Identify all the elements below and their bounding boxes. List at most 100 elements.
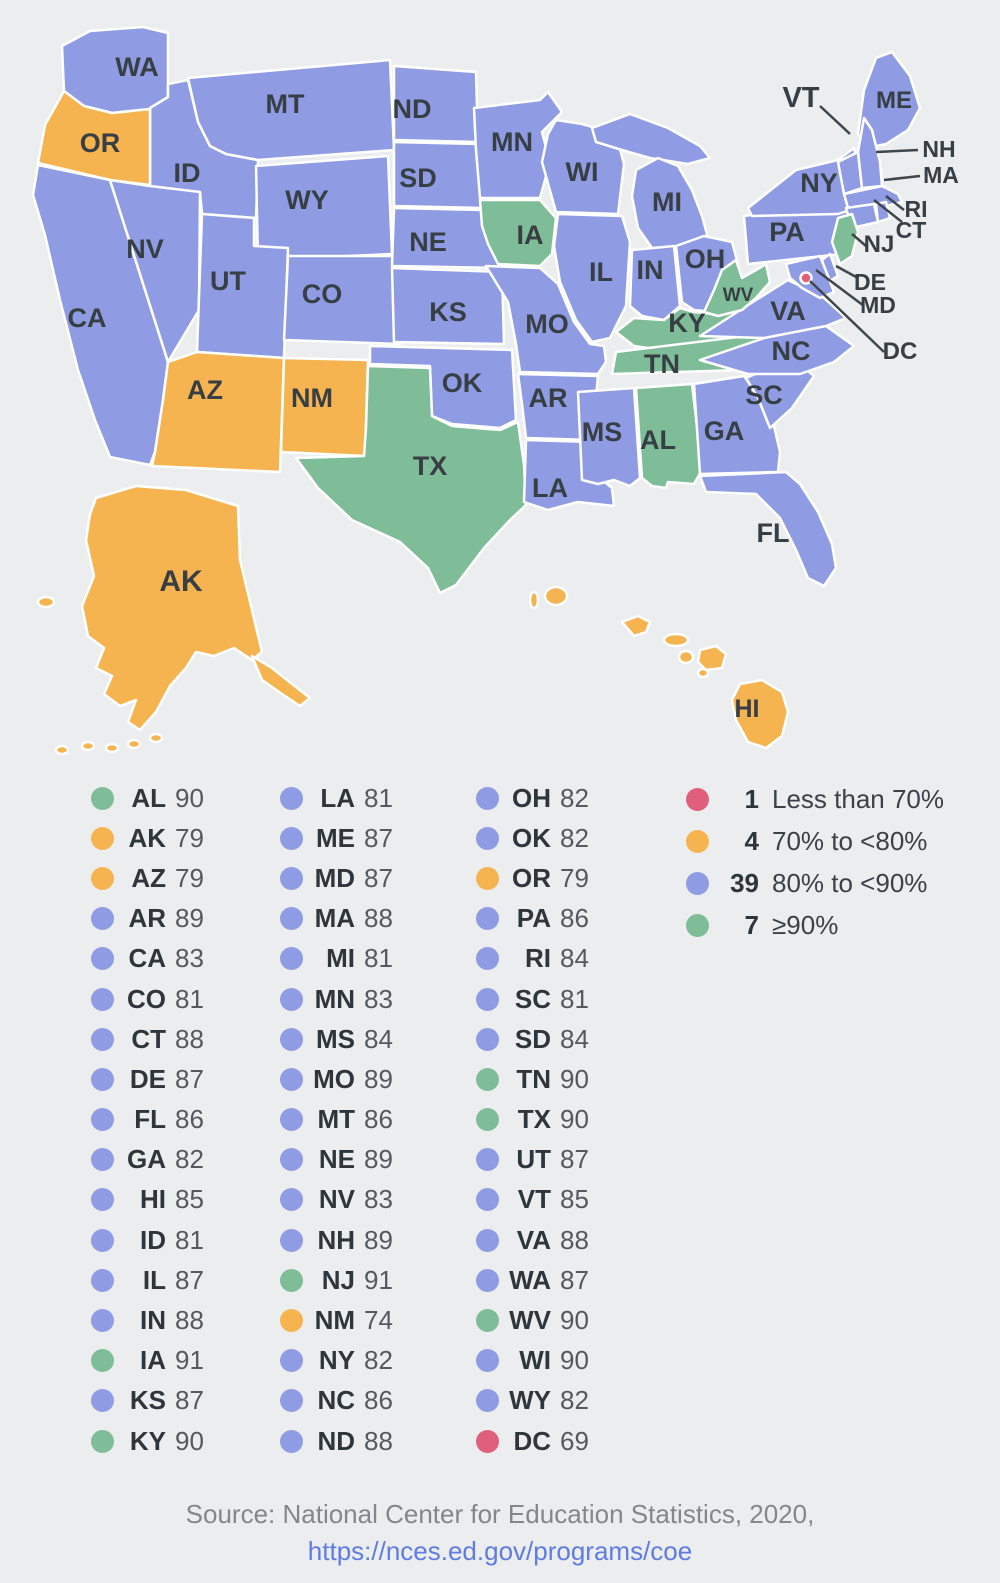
list-item-ga: GA 82 xyxy=(91,1140,204,1180)
source-link[interactable]: https://nces.ed.gov/programs/coe xyxy=(307,1536,693,1566)
state-label-wa: WA xyxy=(115,52,159,82)
category-dot xyxy=(476,1429,499,1453)
state-value: 90 xyxy=(560,1345,589,1376)
state-value: 89 xyxy=(364,1144,393,1175)
list-item-mi: MI 81 xyxy=(280,939,393,979)
category-dot xyxy=(280,1349,303,1373)
state-label-in: IN xyxy=(637,255,664,285)
list-item-or: OR 79 xyxy=(476,858,589,898)
state-abbr: ID xyxy=(140,1224,166,1255)
ak-island xyxy=(104,742,120,754)
category-dot xyxy=(476,866,499,890)
state-value: 87 xyxy=(175,1264,204,1295)
state-label-tx: TX xyxy=(413,451,448,481)
list-item-nd: ND 88 xyxy=(280,1421,393,1461)
state-label-la: LA xyxy=(532,473,568,503)
state-abbr: NC xyxy=(317,1385,355,1416)
state-value: 87 xyxy=(364,822,393,853)
legend-label: 70% to <80% xyxy=(772,825,928,856)
hi-island xyxy=(528,590,540,610)
state-value: 90 xyxy=(560,1104,589,1135)
category-dot xyxy=(280,1188,303,1212)
state-shape-ia xyxy=(478,198,558,268)
category-dot xyxy=(280,826,303,850)
state-value: 74 xyxy=(364,1305,393,1336)
list-item-co: CO 81 xyxy=(91,979,204,1019)
list-item-ut: UT 87 xyxy=(476,1140,589,1180)
state-label-nj: NJ xyxy=(864,231,895,258)
state-label-fl: FL xyxy=(757,518,790,548)
list-item-pa: PA 86 xyxy=(476,899,589,939)
state-shape-nh xyxy=(856,116,884,190)
category-dot xyxy=(91,1228,114,1252)
state-abbr: TN xyxy=(516,1063,551,1094)
state-value: 81 xyxy=(364,782,393,813)
state-shape-ar xyxy=(516,372,600,442)
category-dot xyxy=(476,947,499,971)
category-dot xyxy=(476,1067,499,1091)
state-abbr: CT xyxy=(131,1023,166,1054)
state-label-ga: GA xyxy=(704,416,745,446)
state-value: 69 xyxy=(560,1425,589,1456)
state-label-hi: HI xyxy=(735,695,760,723)
state-label-ky: KY xyxy=(668,308,706,338)
list-item-vt: VT 85 xyxy=(476,1180,589,1220)
category-dot xyxy=(91,1148,114,1172)
list-item-ar: AR 89 xyxy=(91,899,204,939)
state-label-co: CO xyxy=(302,279,343,309)
hi-island xyxy=(696,667,710,679)
state-abbr: NV xyxy=(318,1184,355,1215)
category-dot xyxy=(476,907,499,931)
state-label-ak: AK xyxy=(159,565,203,598)
state-label-az: AZ xyxy=(187,375,223,405)
list-item-ia: IA 91 xyxy=(91,1341,204,1381)
state-abbr: AZ xyxy=(131,862,166,893)
state-shape-mt xyxy=(186,58,396,162)
state-abbr: AL xyxy=(131,782,166,813)
category-dot xyxy=(91,1429,114,1453)
state-shapes xyxy=(31,25,922,756)
category-dot xyxy=(280,1148,303,1172)
list-item-me: ME 87 xyxy=(280,818,393,858)
state-value: 79 xyxy=(560,862,589,893)
state-value: 89 xyxy=(364,1063,393,1094)
state-list-column-2: LA 81 ME 87 MD 87 MA 88 MI 81 MN 83 MS 84 MO 89 MT 86 NE 89… xyxy=(280,778,393,1461)
list-item-ri: RI 84 xyxy=(476,939,589,979)
legend-item: 4 70% to <80% xyxy=(686,820,944,862)
state-value: 85 xyxy=(175,1184,204,1215)
list-item-ky: KY 90 xyxy=(91,1421,204,1461)
state-abbr: VA xyxy=(516,1224,551,1255)
list-item-ok: OK 82 xyxy=(476,818,589,858)
state-label-mo: MO xyxy=(525,309,569,339)
list-item-il: IL 87 xyxy=(91,1260,204,1300)
state-abbr: DE xyxy=(129,1063,166,1094)
state-shape-co xyxy=(282,254,406,346)
state-value: 84 xyxy=(364,1023,393,1054)
list-item-ma: MA 88 xyxy=(280,899,393,939)
state-value: 87 xyxy=(175,1385,204,1416)
list-item-hi: HI 85 xyxy=(91,1180,204,1220)
state-shape-ri xyxy=(874,200,892,224)
state-value: 88 xyxy=(364,1425,393,1456)
category-dot xyxy=(91,907,114,931)
state-value: 83 xyxy=(364,1184,393,1215)
list-item-md: MD 87 xyxy=(280,858,393,898)
ak-island xyxy=(126,738,142,750)
list-item-sd: SD 84 xyxy=(476,1019,589,1059)
state-label-nm: NM xyxy=(291,383,333,413)
state-value: 90 xyxy=(560,1063,589,1094)
state-abbr: WY xyxy=(509,1385,551,1416)
hi-island xyxy=(543,585,569,607)
category-dot xyxy=(280,1268,303,1292)
list-item-az: AZ 79 xyxy=(91,858,204,898)
state-label-va: VA xyxy=(770,296,806,326)
ma-callout-line xyxy=(883,174,921,182)
category-dot xyxy=(91,987,114,1011)
legend-item: 39 80% to <90% xyxy=(686,862,944,904)
list-item-ms: MS 84 xyxy=(280,1019,393,1059)
md-callout-line xyxy=(815,269,865,307)
legend-label: 80% to <90% xyxy=(772,867,928,898)
state-value: 86 xyxy=(560,903,589,934)
state-label-il: IL xyxy=(589,257,613,287)
ak-island xyxy=(80,740,96,752)
